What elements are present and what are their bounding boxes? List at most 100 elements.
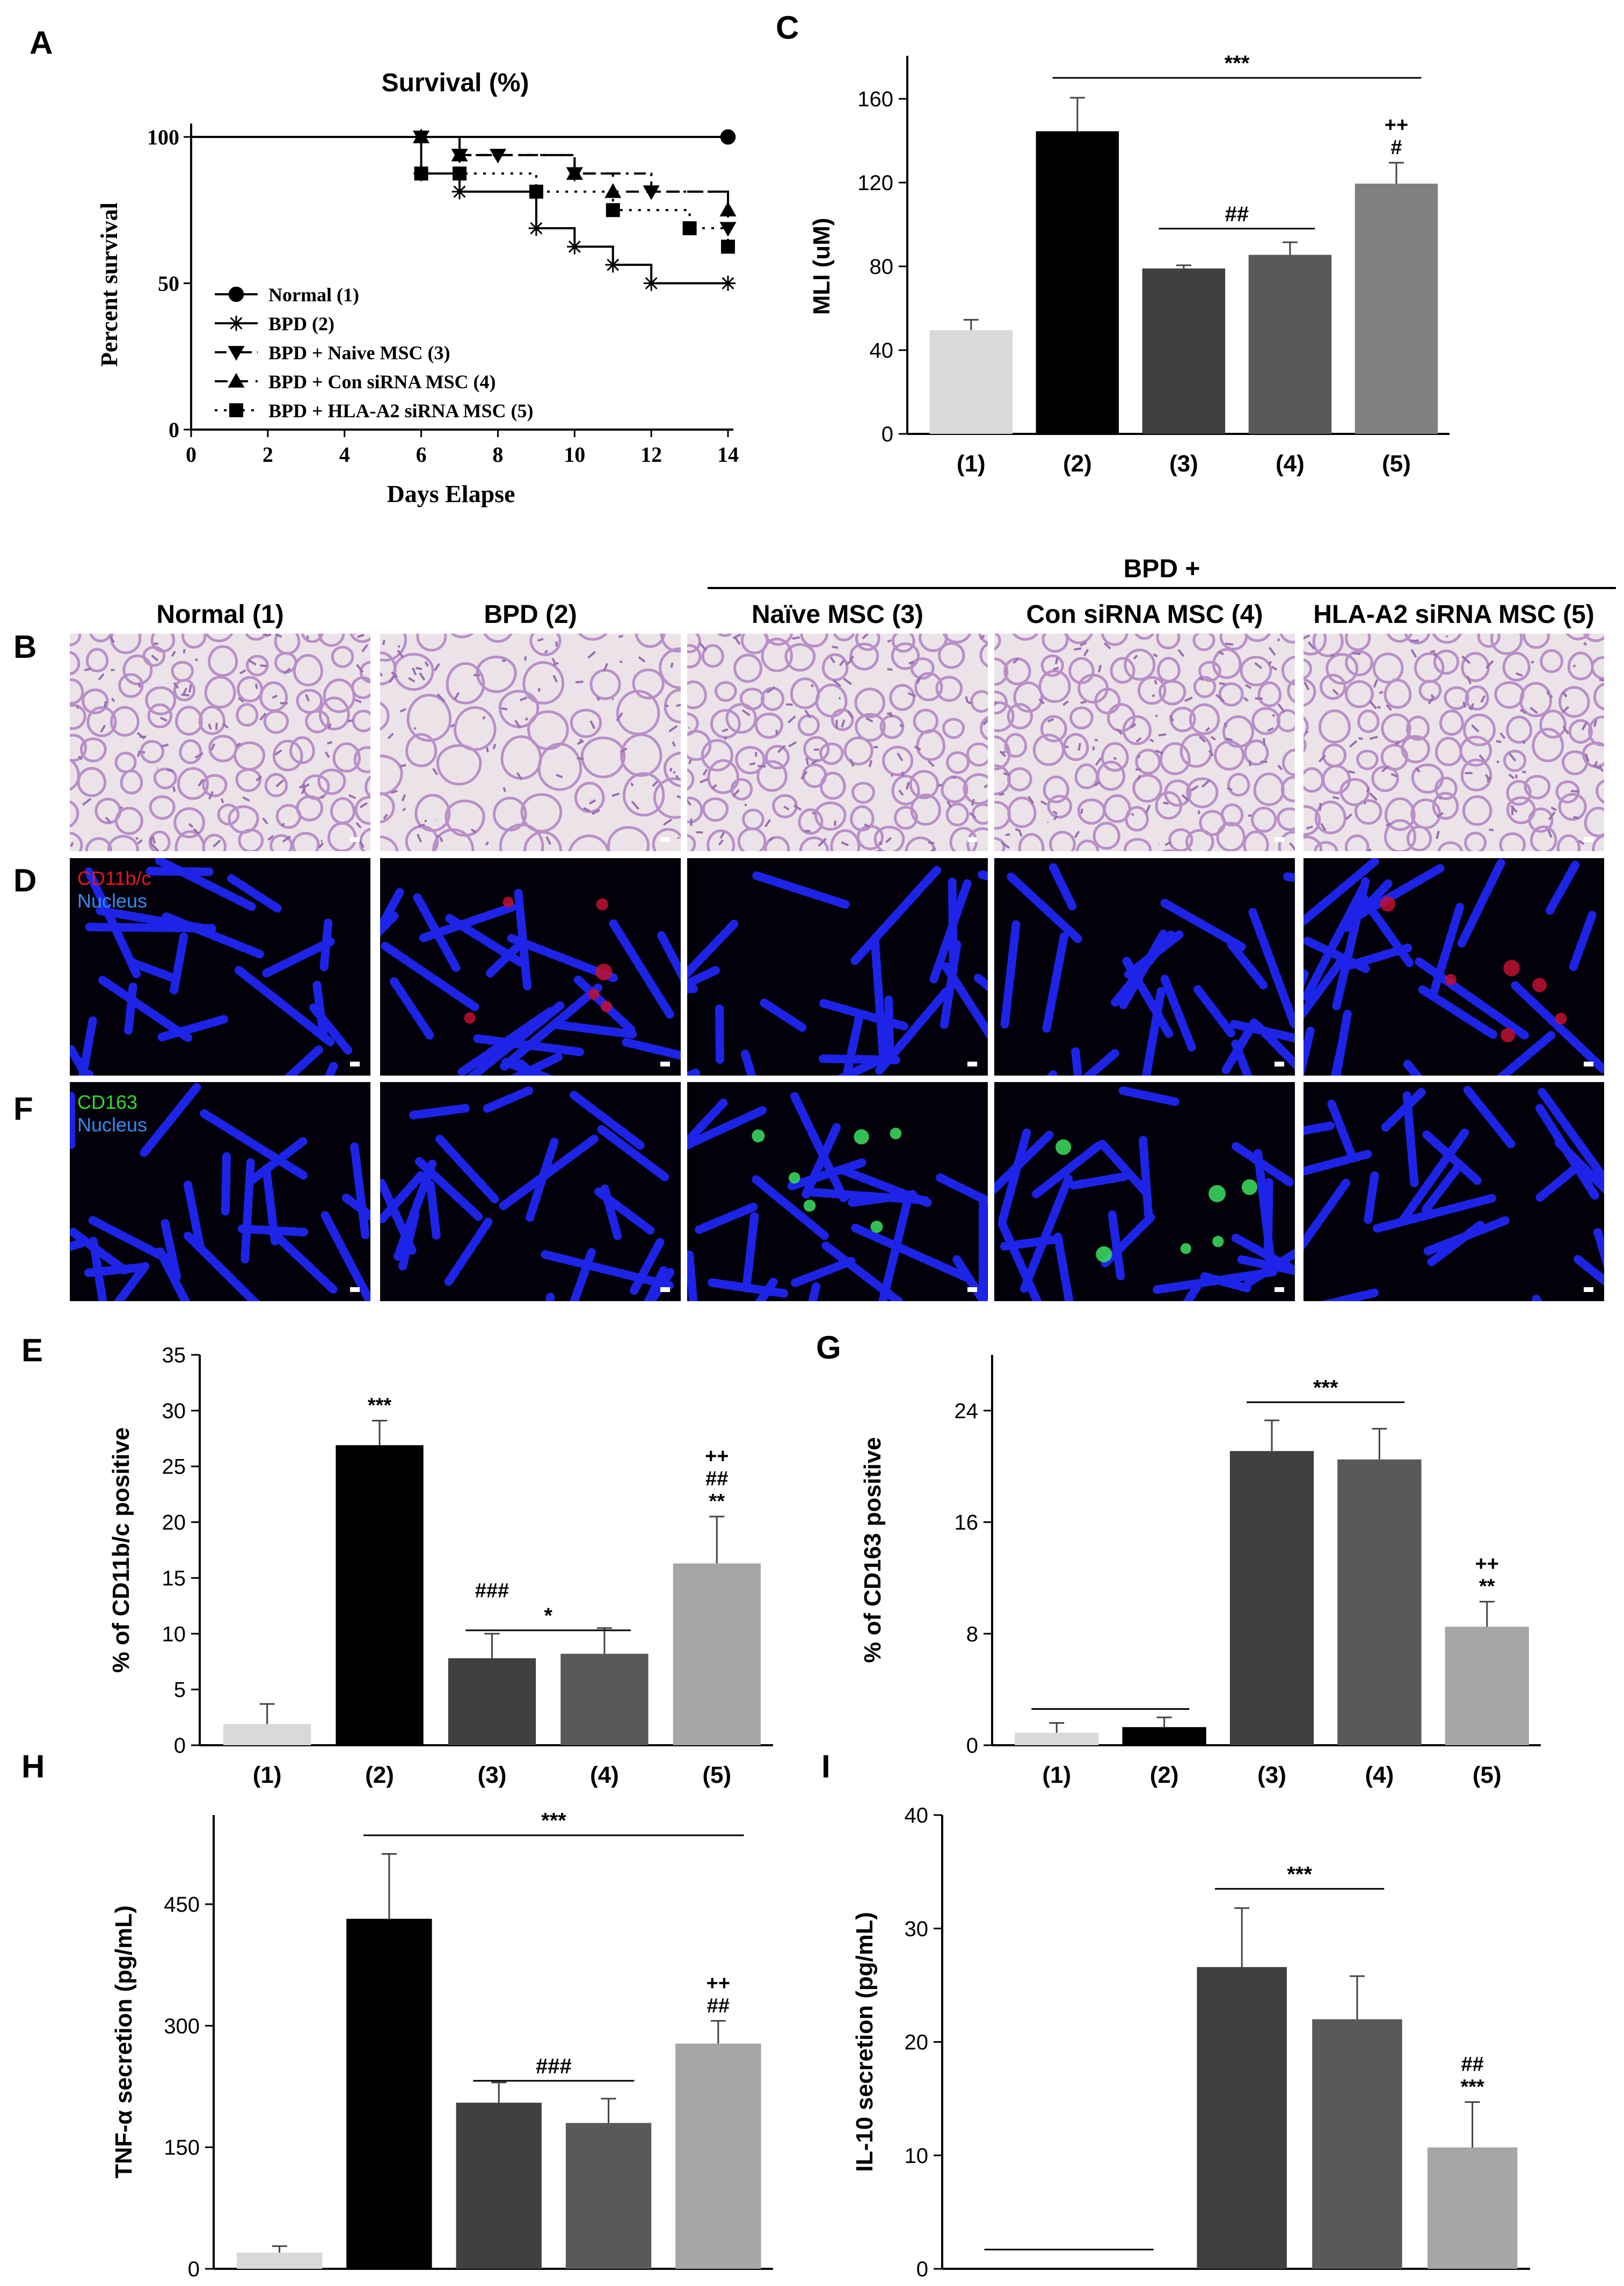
x-tick-label: (1) — [957, 451, 986, 477]
bar-1 — [223, 1724, 311, 1745]
x-tick-label: (5) — [702, 1762, 731, 1788]
panel-letter-g: G — [816, 1330, 841, 1366]
survival-x-tick-label: 12 — [640, 442, 662, 467]
y-axis-label: IL-10 secretion (pg/mL) — [851, 1912, 878, 2172]
fluorescence-nuclei — [380, 1086, 675, 1301]
scale-bar — [967, 837, 977, 842]
y-axis-label: TNF-α secretion (pg/mL) — [111, 1905, 137, 2179]
y-tick-label: 20 — [162, 1511, 186, 1535]
panel-letter-d: D — [13, 862, 37, 898]
bar-5 — [675, 2043, 761, 2269]
y-tick-label: 0 — [174, 1734, 186, 1758]
fluorescence-nuclei — [687, 866, 988, 1076]
x-tick-label: (3) — [478, 1762, 507, 1788]
histology-image-d-2 — [380, 858, 681, 1076]
scale-bar — [660, 1062, 670, 1066]
survival-x-tick-label: 0 — [186, 442, 196, 467]
x-tick-label: (1) — [1042, 1762, 1071, 1788]
survival-point — [719, 201, 737, 216]
bar-significance-label: ** — [709, 1490, 725, 1513]
significance-label: ## — [1225, 202, 1249, 226]
fluorescence-marker-cell — [1055, 1139, 1072, 1155]
y-tick-label: 8 — [966, 1622, 978, 1646]
survival-point — [605, 257, 621, 273]
fluorescence-nuclei — [687, 1092, 988, 1301]
survival-point — [721, 240, 735, 254]
x-tick-label: (4) — [1365, 1762, 1394, 1788]
survival-point — [528, 220, 544, 236]
fluorescence-legend-label: Nucleus — [77, 1114, 147, 1136]
survival-point — [719, 222, 737, 237]
y-tick-label: 24 — [955, 1399, 979, 1423]
histology-column-header-1: Normal (1) — [156, 600, 283, 629]
bar-2 — [346, 1919, 432, 2269]
survival-point — [682, 221, 697, 236]
x-tick-label: (1) — [253, 1762, 282, 1788]
bar-significance-label: ++ — [705, 1445, 729, 1468]
scale-bar — [1584, 1062, 1593, 1066]
fluorescence-marker-cell — [803, 1199, 816, 1212]
he-tissue — [994, 634, 1295, 851]
bar-significance-label: ## — [705, 1468, 728, 1490]
fluorescence-marker-cell — [1501, 1028, 1516, 1043]
scale-bar — [967, 1287, 977, 1292]
fluorescence-marker-cell — [789, 1172, 800, 1184]
histology-column-header-5: HLA-A2 siRNA MSC (5) — [1313, 600, 1594, 629]
bar-5 — [673, 1563, 761, 1745]
significance-label: *** — [1313, 1376, 1338, 1399]
bar-significance-label: ### — [475, 1579, 509, 1602]
y-tick-label: 450 — [164, 1893, 200, 1917]
bar-significance-label: *** — [368, 1395, 392, 1417]
survival-x-tick-label: 14 — [717, 442, 739, 467]
x-tick-label: (2) — [365, 1762, 394, 1788]
cd11bc-bar-chart: 0 5 10 15 20 25 30 35 % of CD11b/c positive (1) (2… — [108, 1344, 773, 1788]
bar-significance-label: ++ — [1385, 114, 1408, 136]
scale-bar — [1584, 1287, 1593, 1292]
survival-y-tick-label: 50 — [158, 272, 179, 296]
survival-point — [529, 184, 543, 199]
bar-3 — [448, 1658, 536, 1745]
y-tick-label: 300 — [164, 2014, 200, 2038]
histology-image-b-4 — [994, 634, 1295, 851]
bar-4 — [565, 2123, 652, 2269]
x-tick-label: (2) — [1063, 451, 1092, 477]
survival-point — [643, 275, 659, 291]
fluorescence-marker-cell — [503, 896, 514, 908]
scale-bar — [660, 837, 670, 842]
histology-image-d-4 — [994, 858, 1295, 1076]
bar-5 — [1427, 2147, 1518, 2269]
histology-column-header-3: Naïve MSC (3) — [752, 600, 923, 629]
bar-3 — [456, 2102, 542, 2269]
x-tick-label: (2) — [1150, 1762, 1179, 1788]
cd163-bar-chart: 0 8 16 24 % of CD163 positive (1) (2) (3) (4) (5)… — [860, 1355, 1541, 1788]
histology-image-f-4 — [994, 1082, 1295, 1301]
bar-significance-label: ## — [1461, 2053, 1484, 2075]
y-tick-label: 120 — [857, 171, 893, 195]
significance-label: *** — [541, 1809, 566, 1833]
survival-x-axis-label: Days Elapse — [387, 480, 515, 507]
fluorescence-marker-cell — [854, 1129, 869, 1145]
bar-5 — [1445, 1627, 1529, 1745]
survival-legend-marker — [229, 403, 243, 417]
fluorescence-marker-cell — [752, 1129, 765, 1143]
x-tick-label: (3) — [1169, 451, 1198, 477]
survival-x-tick-label: 4 — [339, 442, 350, 467]
fluorescence-marker-cell — [1380, 896, 1395, 912]
survival-point — [720, 275, 736, 291]
panel-letter-c: C — [776, 10, 799, 46]
fluorescence-marker-cell — [600, 1000, 613, 1012]
fluorescence-marker-cell — [464, 1012, 476, 1024]
he-tissue — [687, 634, 988, 851]
fluorescence-marker-cell — [1212, 1236, 1224, 1247]
he-tissue-detail — [380, 634, 681, 846]
y-tick-label: 160 — [857, 88, 893, 111]
survival-y-tick-label: 0 — [169, 418, 179, 442]
survival-x-tick-label: 10 — [564, 442, 585, 467]
survival-point — [606, 203, 620, 217]
histology-column-header-2: BPD (2) — [484, 600, 577, 629]
fluorescence-marker-cell — [588, 988, 600, 1000]
fluorescence-nuclei — [1000, 863, 1295, 1076]
